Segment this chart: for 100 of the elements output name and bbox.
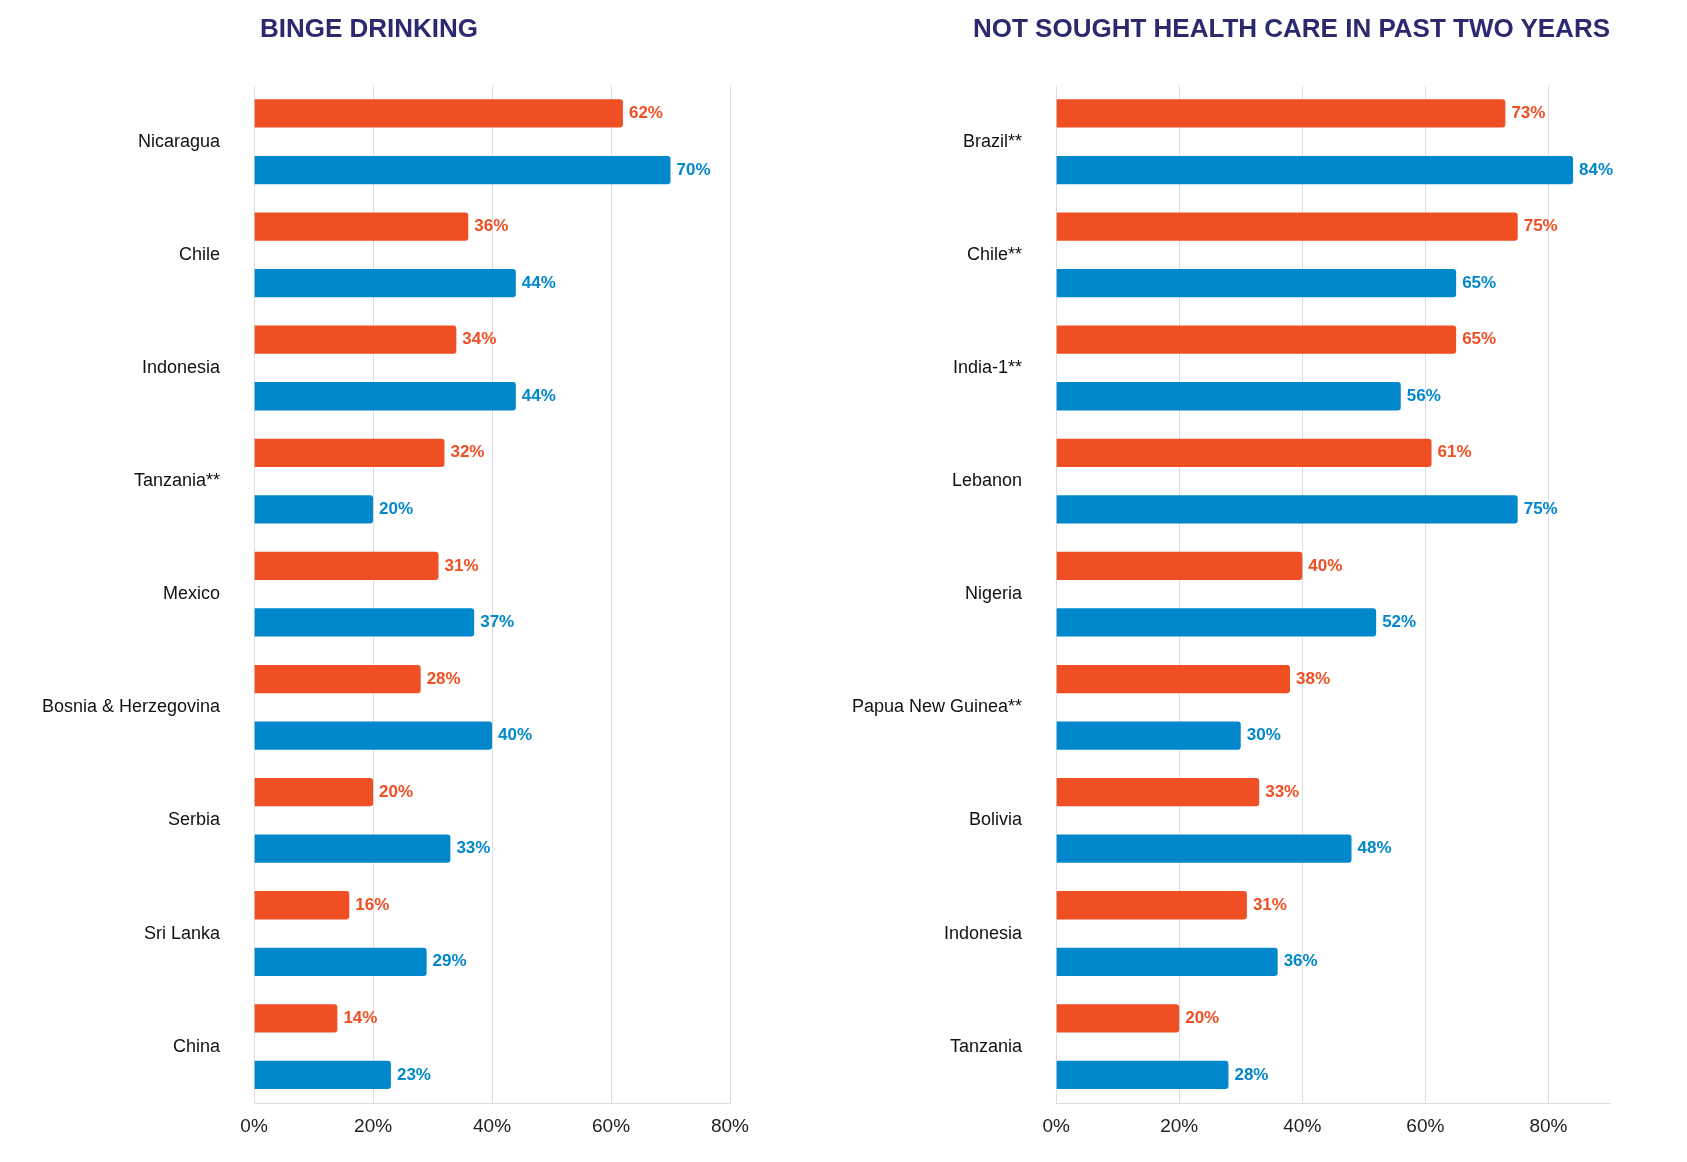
data-label: 34% bbox=[462, 329, 497, 349]
data-label: 48% bbox=[1357, 838, 1392, 858]
data-label: 28% bbox=[426, 668, 461, 688]
y-tick-label: Tanzania bbox=[950, 1035, 1024, 1056]
data-label: 40% bbox=[1308, 555, 1343, 575]
y-tick-label: Sri Lanka bbox=[144, 922, 222, 943]
data-label: 23% bbox=[396, 1064, 431, 1084]
data-label: 37% bbox=[480, 612, 515, 632]
y-tick-label: Bolivia bbox=[969, 809, 1024, 830]
data-label: 36% bbox=[474, 216, 509, 236]
y-tick-label: Tanzania** bbox=[134, 470, 221, 491]
data-label: 65% bbox=[1462, 329, 1497, 349]
data-label: 33% bbox=[1265, 781, 1300, 801]
data-label: 28% bbox=[1234, 1064, 1269, 1084]
bar bbox=[1056, 495, 1518, 524]
y-tick-label: Brazil** bbox=[963, 130, 1023, 151]
bar bbox=[1056, 947, 1278, 976]
y-tick-label: Papua New Guinea** bbox=[851, 696, 1023, 717]
bar bbox=[254, 269, 516, 298]
y-tick-label: Chile bbox=[179, 243, 221, 264]
bar bbox=[1056, 1060, 1229, 1090]
data-label: 61% bbox=[1437, 442, 1472, 462]
bar bbox=[254, 99, 623, 128]
bar bbox=[1056, 778, 1260, 807]
data-label: 84% bbox=[1579, 159, 1614, 179]
bar bbox=[1056, 664, 1290, 694]
bar bbox=[1056, 325, 1457, 354]
bar bbox=[254, 212, 469, 241]
y-tick-label: Nigeria bbox=[965, 583, 1024, 604]
data-label: 33% bbox=[456, 838, 491, 858]
bar bbox=[254, 721, 493, 750]
bar bbox=[254, 1060, 391, 1090]
bar bbox=[254, 778, 374, 807]
bar bbox=[1056, 891, 1247, 920]
data-label: 36% bbox=[1283, 951, 1318, 971]
chart-title: BINGE DRINKING bbox=[259, 12, 479, 43]
x-tick-label: 40% bbox=[473, 1114, 512, 1136]
data-label: 30% bbox=[1246, 725, 1281, 745]
bar bbox=[1056, 382, 1401, 411]
bar bbox=[254, 1004, 338, 1033]
bar bbox=[1056, 99, 1506, 128]
data-label: 65% bbox=[1462, 272, 1497, 292]
bar bbox=[254, 438, 445, 467]
bar bbox=[1056, 269, 1457, 298]
y-tick-label: Indonesia bbox=[944, 922, 1024, 943]
bar bbox=[254, 664, 421, 694]
bar bbox=[254, 495, 374, 524]
bar bbox=[254, 947, 427, 976]
data-label: 20% bbox=[379, 499, 414, 519]
y-tick-label: Lebanon bbox=[952, 470, 1023, 491]
data-label: 20% bbox=[1185, 1008, 1220, 1028]
x-tick-label: 0% bbox=[1042, 1114, 1070, 1136]
data-label: 31% bbox=[444, 555, 479, 575]
x-tick-label: 40% bbox=[1283, 1114, 1322, 1136]
bar bbox=[1056, 721, 1241, 750]
data-label: 70% bbox=[676, 159, 711, 179]
y-tick-label: Bosnia & Herzegovina bbox=[41, 696, 222, 717]
bar bbox=[254, 551, 439, 581]
data-label: 16% bbox=[355, 894, 390, 914]
x-tick-label: 0% bbox=[240, 1114, 268, 1136]
y-tick-label: Serbia bbox=[168, 809, 222, 830]
data-label: 52% bbox=[1382, 612, 1417, 632]
y-tick-label: Indonesia bbox=[142, 356, 222, 377]
chart-title: NOT SOUGHT HEALTH CARE IN PAST TWO YEARS bbox=[972, 12, 1610, 43]
data-label: 20% bbox=[379, 781, 414, 801]
data-label: 40% bbox=[498, 725, 533, 745]
bar bbox=[254, 155, 671, 185]
data-label: 62% bbox=[628, 103, 663, 123]
bar bbox=[254, 382, 516, 411]
bar bbox=[1056, 1004, 1180, 1033]
x-tick-label: 20% bbox=[1160, 1114, 1199, 1136]
bar bbox=[1056, 834, 1352, 863]
bar bbox=[1056, 551, 1303, 581]
bar bbox=[254, 608, 475, 637]
data-label: 73% bbox=[1511, 103, 1546, 123]
data-label: 32% bbox=[450, 442, 485, 462]
data-label: 44% bbox=[521, 385, 556, 405]
y-tick-label: India-1** bbox=[953, 356, 1023, 377]
bar bbox=[1056, 438, 1432, 467]
x-tick-label: 60% bbox=[1406, 1114, 1445, 1136]
data-label: 29% bbox=[432, 951, 467, 971]
data-label: 14% bbox=[343, 1008, 378, 1028]
bar bbox=[254, 325, 457, 354]
data-label: 56% bbox=[1406, 385, 1441, 405]
bar bbox=[1056, 608, 1377, 637]
bar bbox=[1056, 212, 1518, 241]
data-label: 75% bbox=[1523, 499, 1558, 519]
y-tick-label: China bbox=[173, 1035, 222, 1056]
y-tick-label: Mexico bbox=[163, 583, 221, 604]
data-label: 38% bbox=[1295, 668, 1331, 688]
bar bbox=[254, 834, 451, 863]
x-tick-label: 80% bbox=[1529, 1114, 1568, 1136]
bar bbox=[1056, 155, 1574, 185]
bar bbox=[254, 891, 350, 920]
data-label: 31% bbox=[1252, 894, 1287, 914]
data-label: 75% bbox=[1523, 216, 1558, 236]
data-label: 44% bbox=[521, 272, 556, 292]
x-tick-label: 20% bbox=[354, 1114, 393, 1136]
x-tick-label: 60% bbox=[592, 1114, 631, 1136]
y-tick-label: Nicaragua bbox=[138, 130, 222, 151]
